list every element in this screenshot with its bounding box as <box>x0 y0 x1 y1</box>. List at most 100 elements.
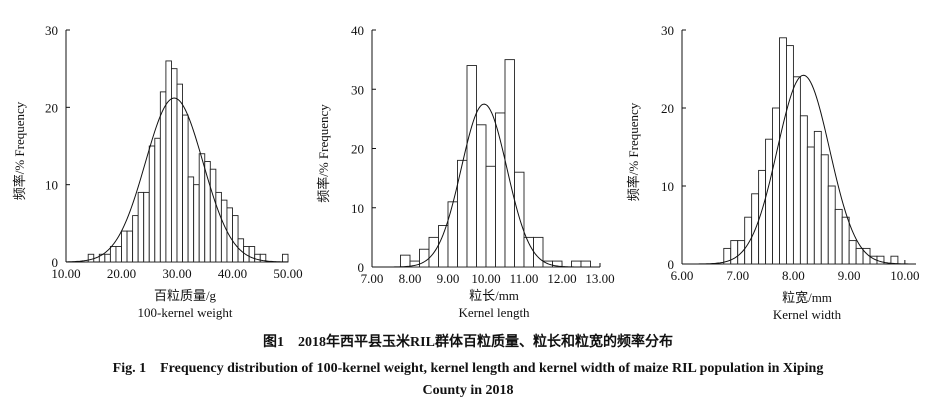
x-tick-label: 40.00 <box>218 266 247 281</box>
histogram-bar <box>182 114 189 263</box>
histogram-bar <box>165 60 172 263</box>
x-axis-label-cn: 粒长/mm <box>469 288 519 303</box>
histogram-bar <box>104 253 111 263</box>
y-tick-label: 40 <box>351 23 364 38</box>
histogram-bar <box>248 246 256 263</box>
y-tick-label: 30 <box>661 23 674 38</box>
y-axis-label: 频率/% Frequency <box>316 104 331 203</box>
histogram-bar <box>765 138 773 265</box>
histogram-figure: 0 10 20 30 10.00 20.00 30.00 40.00 50.00 频率/% Fre… <box>12 23 919 322</box>
histogram-bar <box>466 65 477 268</box>
histogram-bar <box>855 247 864 265</box>
y-tick-label: 10 <box>661 179 674 194</box>
histogram-bar <box>400 254 411 268</box>
chart-panel-1: 0 10 20 30 10.00 20.00 30.00 40.00 50.00 频率/% Fre… <box>12 23 303 320</box>
x-tick-label: 8.00 <box>782 268 805 283</box>
histogram-bar <box>485 165 496 268</box>
histogram-bar <box>813 130 822 265</box>
histogram-bar <box>154 137 161 263</box>
histogram-bar <box>799 115 808 265</box>
histogram-bar <box>890 255 899 265</box>
histogram-bar <box>126 230 134 263</box>
x-tick-label: 20.00 <box>107 266 136 281</box>
x-tick-label: 8.00 <box>399 271 422 286</box>
histogram-bar <box>848 240 857 265</box>
histogram-bar <box>514 171 525 268</box>
y-tick-label: 0 <box>358 260 365 275</box>
histogram-bar <box>226 207 233 263</box>
x-tick-label: 10.00 <box>471 271 500 286</box>
charts-panel: 0 10 20 30 10.00 20.00 30.00 40.00 50.00 频率/% Fre… <box>12 23 919 322</box>
histogram-bar <box>193 184 200 263</box>
histogram-bar <box>841 216 850 265</box>
histogram-bar <box>476 124 487 268</box>
histogram-bar <box>159 91 167 263</box>
histogram-bar <box>806 146 815 265</box>
histogram-bar <box>786 45 794 265</box>
histogram-bar <box>259 253 267 263</box>
histogram-bar <box>137 191 145 263</box>
histogram-bar <box>115 246 122 263</box>
histogram-bar <box>580 260 591 268</box>
normal-curve <box>681 74 916 265</box>
histogram-bar <box>419 248 430 268</box>
y-tick-label: 20 <box>351 142 364 157</box>
histogram-bar <box>132 215 139 263</box>
histogram-bar <box>571 260 582 268</box>
histogram-bar <box>143 191 150 263</box>
y-tick-label: 30 <box>45 23 58 38</box>
histogram-bar <box>533 236 544 268</box>
y-tick-label: 0 <box>668 257 675 272</box>
histogram-bar <box>220 199 228 263</box>
histogram-bar <box>438 225 449 268</box>
x-tick-label: 9.00 <box>838 268 861 283</box>
normal-curve <box>372 103 600 268</box>
histogram-bar <box>504 59 515 268</box>
y-axis-label: 频率/% Frequency <box>12 101 27 200</box>
x-axis-label-cn: 粒宽/mm <box>782 290 832 305</box>
y-tick-label: 20 <box>45 100 58 115</box>
histogram-bar <box>827 185 836 265</box>
histogram-bar <box>779 37 787 265</box>
histogram-bar <box>523 236 534 268</box>
x-axis-label-en: Kernel length <box>458 305 530 320</box>
x-tick-label: 6.00 <box>671 268 694 283</box>
x-tick-label: 12.00 <box>547 271 576 286</box>
x-tick-label: 11.00 <box>510 271 539 286</box>
x-tick-label: 50.00 <box>273 266 302 281</box>
x-axis-label-en: Kernel width <box>773 307 842 322</box>
figure-caption-cn: 图1 2018年西平县玉米RIL群体百粒质量、粒长和粒宽的频率分布 <box>263 335 673 350</box>
histogram-bar <box>282 253 289 263</box>
histogram-bar <box>87 253 95 263</box>
histogram-bar <box>121 230 128 263</box>
x-tick-label: 10.00 <box>890 268 919 283</box>
y-tick-label: 20 <box>661 101 674 116</box>
histogram-bar <box>109 246 117 263</box>
figure-caption-en-line1: Fig. 1 Frequency distribution of 100-ker… <box>112 361 824 376</box>
x-tick-label: 13.00 <box>585 271 614 286</box>
x-axis-label-en: 100-kernel weight <box>138 305 233 320</box>
histogram-bar <box>820 154 829 265</box>
x-tick-label: 7.00 <box>726 268 749 283</box>
x-tick-label: 7.00 <box>361 271 384 286</box>
y-axis-label: 频率/% Frequency <box>626 102 641 201</box>
x-axis-label-cn: 百粒质量/g <box>154 288 217 303</box>
histogram-bar <box>209 168 217 263</box>
histogram-bar <box>176 83 184 263</box>
histogram-bar <box>495 112 506 268</box>
histogram-bar <box>744 216 753 265</box>
chart-panel-2: 0 10 20 30 40 7.00 8.00 9.00 10.00 11.00 12.00 13.0… <box>316 23 615 320</box>
histogram-bar <box>148 145 156 263</box>
x-tick-label: 9.00 <box>437 271 460 286</box>
histogram-bar <box>198 153 206 263</box>
histogram-bar <box>215 191 222 263</box>
y-tick-label: 0 <box>52 255 59 270</box>
histogram-bar <box>876 255 885 265</box>
histogram-bar <box>232 215 239 263</box>
histogram-bar <box>772 107 780 265</box>
histogram-bar <box>792 76 801 265</box>
y-tick-label: 10 <box>351 201 364 216</box>
chart-panel-3: 0 10 20 30 6.00 7.00 8.00 9.00 10.00 频率/% Frequen… <box>626 23 919 322</box>
histogram-bar <box>447 201 458 268</box>
histogram-bar <box>834 208 843 265</box>
